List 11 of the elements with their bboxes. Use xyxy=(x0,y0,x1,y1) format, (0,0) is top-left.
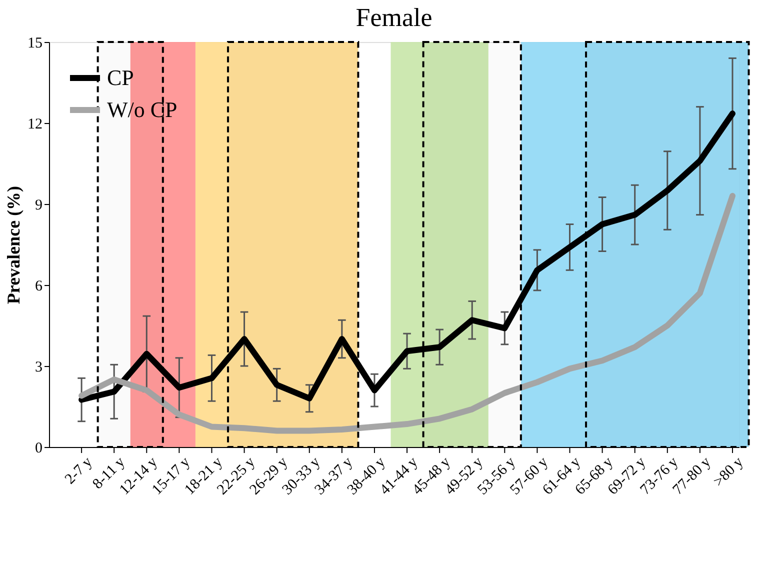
y-tick-label: 0 xyxy=(35,440,42,456)
y-tick-label: 6 xyxy=(35,278,43,294)
x-tick-label: >80 y xyxy=(710,454,747,490)
y-tick-label: 9 xyxy=(35,198,42,214)
y-axis-title: Prevalence (%) xyxy=(4,186,24,304)
y-tick-label: 3 xyxy=(35,360,42,376)
legend-label: CP xyxy=(107,65,134,90)
y-tick-label: 15 xyxy=(28,36,42,52)
chart-title: Female xyxy=(356,3,432,32)
legend-label: W/o CP xyxy=(107,97,178,122)
y-tick-label: 12 xyxy=(28,116,42,132)
